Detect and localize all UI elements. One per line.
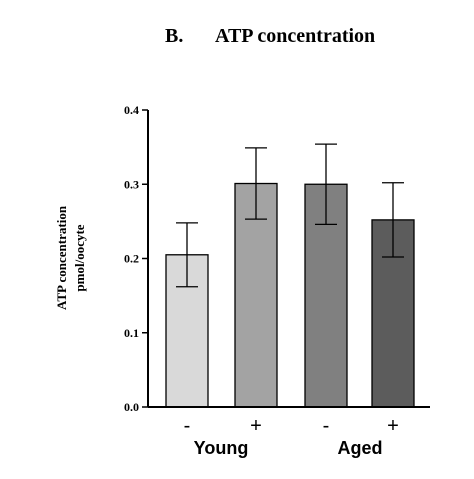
group-label-aged: Aged [338,438,383,458]
panel-label: B. [165,25,183,47]
y-tick-label-1: 0.1 [124,326,139,340]
x-category-label-3: + [387,415,399,437]
x-category-label-2: - [323,415,330,437]
y-tick-label-0: 0.0 [124,400,139,414]
chart-title: ATP concentration [215,25,375,47]
group-label-young: Young [194,438,249,458]
y-axis-label-line2: pmol/oocyte [72,224,87,291]
y-tick-label-4: 0.4 [124,103,139,117]
plot-area: 0.00.10.20.30.4- + - +Young Aged [124,103,430,458]
y-tick-label-3: 0.3 [124,177,139,191]
bar-3 [371,219,415,408]
bar-1 [234,182,278,408]
y-axis-label-line1: ATP concentration [54,205,69,310]
x-category-label-0: - [184,415,191,437]
y-tick-label-2: 0.2 [124,252,139,266]
x-category-label-1: + [250,415,262,437]
